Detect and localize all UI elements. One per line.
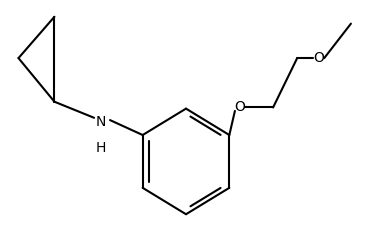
Text: O: O: [313, 51, 324, 65]
Text: O: O: [234, 100, 245, 115]
Text: N: N: [96, 116, 106, 129]
Text: H: H: [96, 141, 106, 155]
